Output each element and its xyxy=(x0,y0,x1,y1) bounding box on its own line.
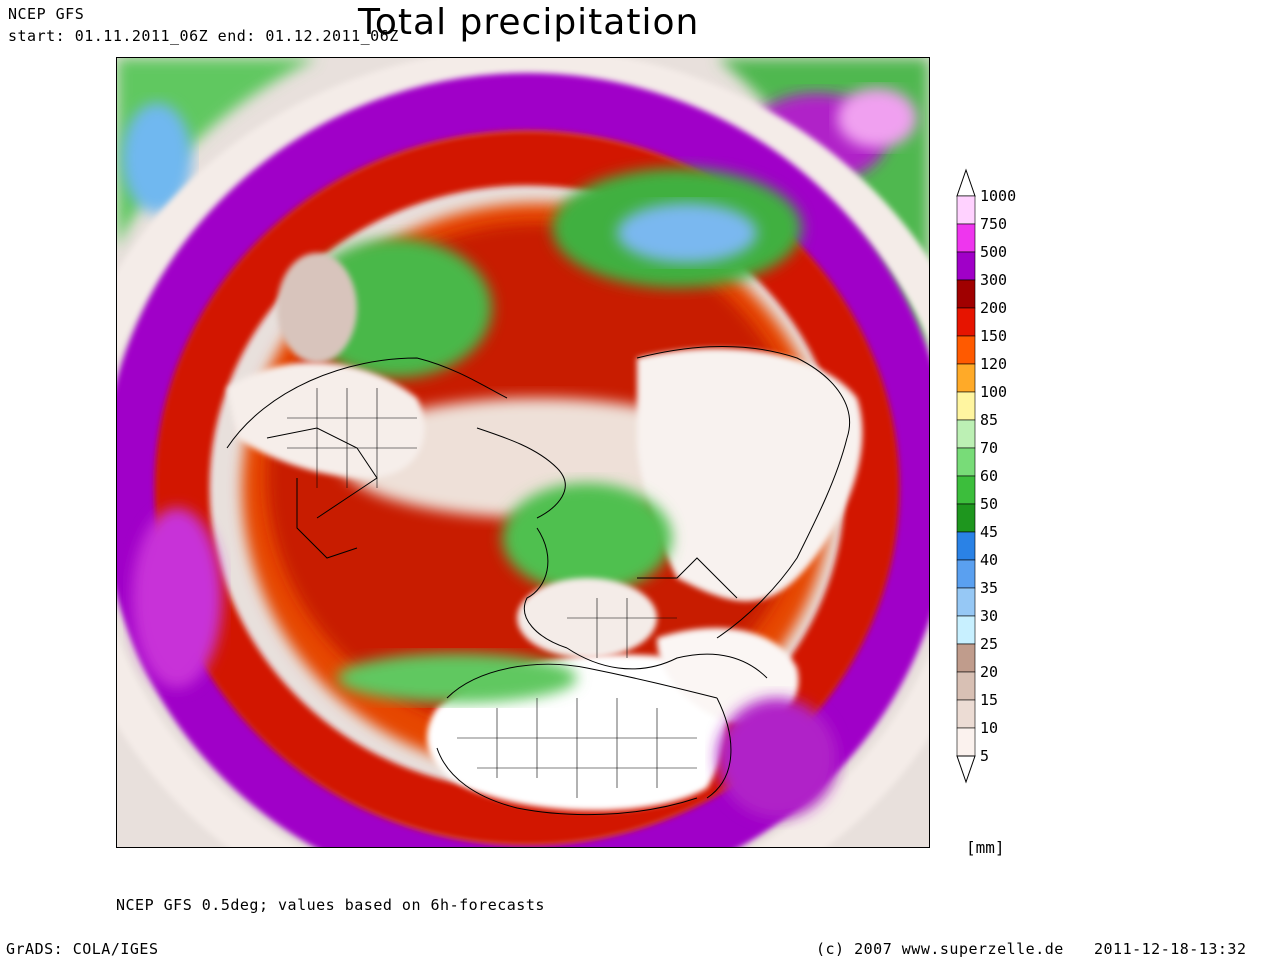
legend-swatch-100 xyxy=(956,391,976,421)
legend-swatch-30 xyxy=(956,615,976,645)
west-green xyxy=(302,238,492,378)
legend-swatch-120 xyxy=(956,363,976,393)
precipitation-map xyxy=(116,57,930,848)
legend-label-40: 40 xyxy=(980,551,998,569)
legend-label-300: 300 xyxy=(980,271,1007,289)
legend-label-25: 25 xyxy=(980,635,998,653)
legend-label-30: 30 xyxy=(980,607,998,625)
corner-nw-blue xyxy=(122,103,192,213)
legend-swatch-10 xyxy=(956,727,976,757)
america-dry xyxy=(227,362,425,478)
data-source-label: NCEP GFS xyxy=(8,5,85,23)
legend-label-200: 200 xyxy=(980,299,1007,317)
legend-swatch-50 xyxy=(956,503,976,533)
legend-swatch-150 xyxy=(956,335,976,365)
legend-swatch-20 xyxy=(956,671,976,701)
legend-swatch-1000 xyxy=(956,195,976,225)
legend-label-150: 150 xyxy=(980,327,1007,345)
legend-label-50: 50 xyxy=(980,495,998,513)
legend-label-20: 20 xyxy=(980,663,998,681)
corner-ne-pink xyxy=(837,88,917,148)
legend-swatch-70 xyxy=(956,447,976,477)
legend-swatch-300 xyxy=(956,279,976,309)
legend-label-1000: 1000 xyxy=(980,187,1016,205)
legend-swatch-500 xyxy=(956,251,976,281)
color-legend: 1000 750 500 300 200 150 120 100 85 70 60 50 45 40 35 3… xyxy=(955,168,1045,788)
copyright-notice: (c) 2007 www.superzelle.de xyxy=(816,940,1064,958)
legend-label-10: 10 xyxy=(980,719,998,737)
legend-bottom-arrow xyxy=(956,755,976,784)
legend-swatch-35 xyxy=(956,587,976,617)
legend-swatch-60 xyxy=(956,475,976,505)
legend-label-60: 60 xyxy=(980,467,998,485)
legend-swatch-40 xyxy=(956,559,976,589)
southeast-magenta xyxy=(717,698,837,818)
purple-ring xyxy=(117,73,929,847)
legend-label-35: 35 xyxy=(980,579,998,597)
legend-swatch-45 xyxy=(956,531,976,561)
asia-dry xyxy=(637,348,863,602)
generation-timestamp: 2011-12-18-13:32 xyxy=(1094,940,1247,958)
legend-label-70: 70 xyxy=(980,439,998,457)
legend-label-500: 500 xyxy=(980,243,1007,261)
legend-unit-label: [mm] xyxy=(966,838,1005,857)
legend-swatch-200 xyxy=(956,307,976,337)
red-ring xyxy=(154,130,900,846)
legend-label-5: 5 xyxy=(980,747,989,765)
legend-label-45: 45 xyxy=(980,523,998,541)
south-green-fringe xyxy=(337,653,577,703)
forecast-period-label: start: 01.11.2011_06Z end: 01.12.2011_06… xyxy=(8,27,399,45)
legend-swatch-15 xyxy=(956,699,976,729)
legend-label-120: 120 xyxy=(980,355,1007,373)
political-borders xyxy=(287,388,697,798)
legend-swatch-25 xyxy=(956,643,976,673)
west-magenta xyxy=(132,508,222,688)
chart-title: Total precipitation xyxy=(358,2,700,43)
software-credit: GrADS: COLA/IGES xyxy=(6,940,159,958)
model-note: NCEP GFS 0.5deg; values based on 6h-fore… xyxy=(116,896,545,914)
legend-label-85: 85 xyxy=(980,411,998,429)
north-pacific-blue xyxy=(617,203,757,263)
west-dry xyxy=(277,253,357,363)
europe-green xyxy=(502,483,672,593)
legend-swatch-85 xyxy=(956,419,976,449)
legend-label-100: 100 xyxy=(980,383,1007,401)
outer-dry-ring xyxy=(117,58,929,847)
legend-label-750: 750 xyxy=(980,215,1007,233)
coastline-lines xyxy=(226,346,851,816)
legend-top-arrow xyxy=(956,168,976,197)
legend-label-15: 15 xyxy=(980,691,998,709)
legend-swatch-750 xyxy=(956,223,976,253)
